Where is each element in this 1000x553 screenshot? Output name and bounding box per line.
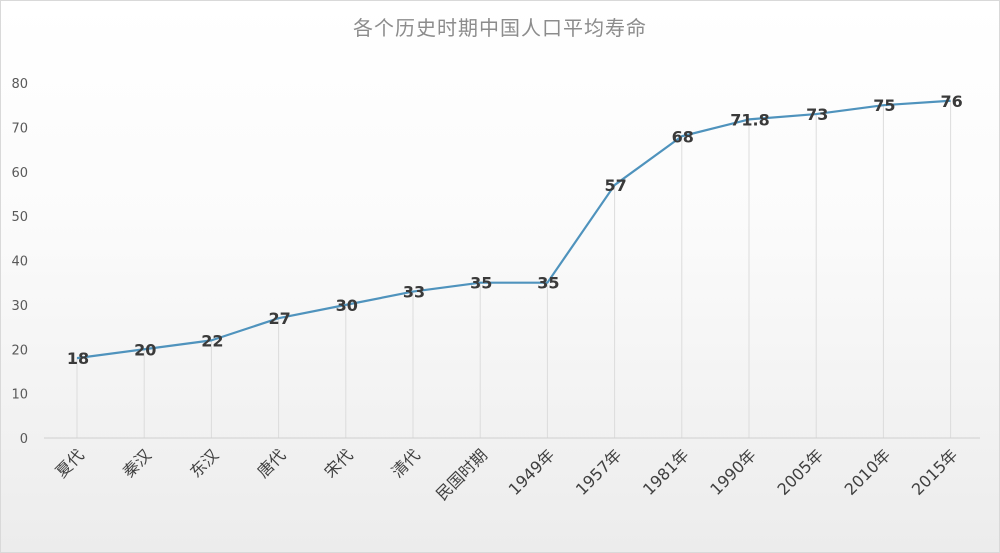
- data-label: 71.8: [730, 110, 769, 129]
- data-label: 18: [67, 349, 89, 368]
- y-tick-label: 80: [11, 77, 28, 92]
- data-label: 30: [336, 296, 358, 315]
- x-tick-label: 1957年: [572, 445, 626, 499]
- y-tick-label: 70: [11, 121, 28, 136]
- x-tick-label: 2015年: [908, 445, 962, 499]
- data-label: 35: [470, 274, 492, 293]
- data-label: 20: [134, 340, 156, 359]
- data-labels: 18 20 22 27 30 33 35 35 57 68 71.8 73 75 76: [67, 92, 963, 368]
- x-tick-label: 1949年: [505, 445, 559, 499]
- data-label: 75: [873, 96, 895, 115]
- data-label: 76: [940, 92, 962, 111]
- x-tick-label: 1990年: [706, 445, 760, 499]
- y-tick-label: 0: [20, 432, 28, 447]
- x-tick-label: 2005年: [773, 445, 827, 499]
- chart-title: 各个历史时期中国人口平均寿命: [353, 16, 647, 40]
- x-tick-label: 东汉: [186, 445, 222, 481]
- x-tick-label: 夏代: [52, 445, 88, 481]
- x-tick-label: 清代: [388, 445, 424, 481]
- x-tick-label: 宋代: [321, 445, 357, 481]
- series-line: [76, 99, 951, 360]
- y-tick-label: 30: [11, 299, 28, 314]
- data-label: 73: [806, 105, 828, 124]
- y-tick-label: 60: [11, 166, 28, 181]
- data-label: 68: [672, 127, 694, 146]
- y-tick-label: 20: [11, 343, 28, 358]
- x-axis-ticks: 夏代 秦汉 东汉 唐代 宋代 清代 民国时期 1949年 1957年 1981年 1990年 2005…: [52, 445, 962, 504]
- data-label: 27: [268, 309, 290, 328]
- data-label: 33: [403, 283, 425, 302]
- data-label: 57: [604, 176, 626, 195]
- x-tick-label: 秦汉: [119, 445, 155, 481]
- y-axis-ticks: 0 10 20 30 40 50 60 70 80: [11, 77, 28, 447]
- data-label: 22: [201, 331, 223, 350]
- y-tick-label: 50: [11, 210, 28, 225]
- x-tick-label: 民国时期: [432, 445, 491, 504]
- drop-lines: [76, 100, 952, 438]
- x-tick-label: 唐代: [253, 445, 289, 481]
- y-tick-label: 10: [11, 388, 28, 403]
- y-tick-label: 40: [11, 255, 28, 270]
- x-tick-label: 1981年: [639, 445, 693, 499]
- x-tick-label: 2010年: [841, 445, 895, 499]
- data-label: 35: [537, 274, 559, 293]
